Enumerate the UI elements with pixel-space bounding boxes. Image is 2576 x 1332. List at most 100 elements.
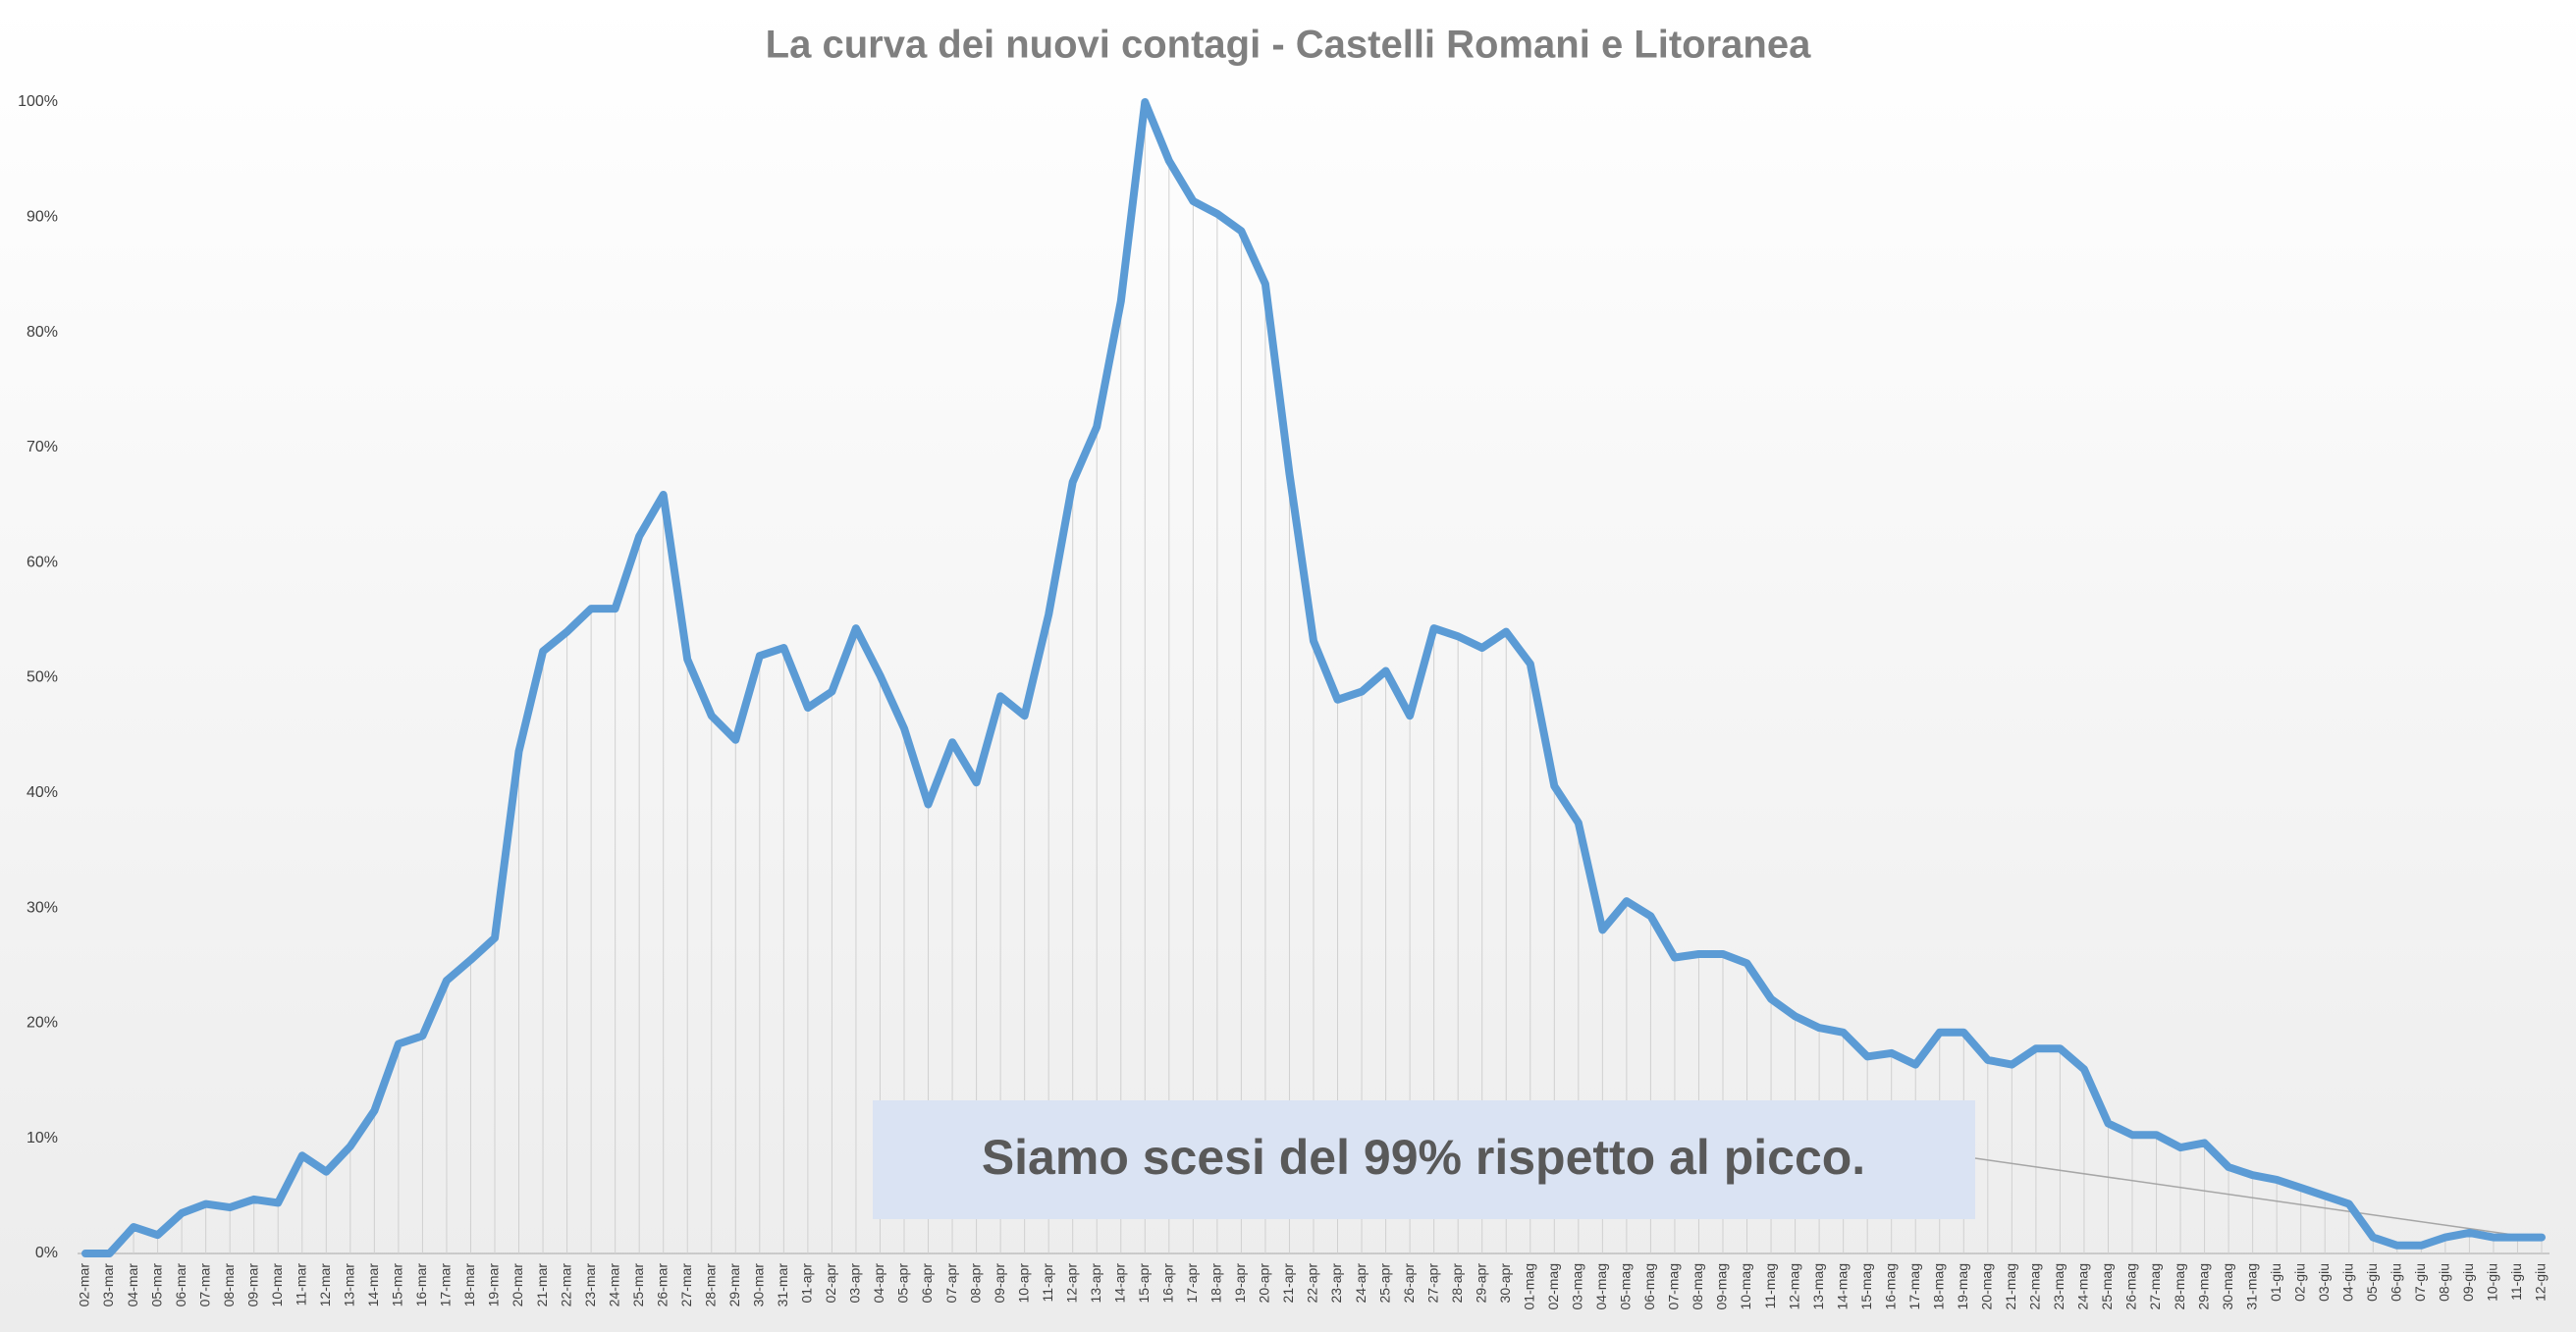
x-tick-label: 24-mar — [606, 1263, 621, 1307]
x-tick-label: 02-apr — [823, 1263, 838, 1304]
x-tick-label: 24-mag — [2075, 1263, 2091, 1309]
x-tick-label: 05-mag — [1618, 1263, 1634, 1309]
x-tick-label: 07-apr — [943, 1263, 959, 1304]
x-tick-label: 27-mag — [2147, 1263, 2163, 1309]
x-tick-label: 27-apr — [1424, 1263, 1440, 1304]
x-tick-label: 02-mar — [77, 1263, 92, 1307]
x-tick-label: 18-apr — [1208, 1263, 1224, 1304]
x-tick-label: 04-apr — [871, 1263, 886, 1304]
x-tick-label: 16-mag — [1882, 1263, 1898, 1309]
x-tick-label: 06-mag — [1641, 1263, 1657, 1309]
x-tick-label: 22-apr — [1305, 1263, 1320, 1304]
x-tick-label: 27-mar — [678, 1263, 694, 1307]
x-tick-label: 05-giu — [2364, 1263, 2380, 1302]
x-tick-label: 11-apr — [1040, 1263, 1055, 1303]
x-tick-label: 01-giu — [2268, 1263, 2283, 1302]
x-tick-label: 29-mag — [2195, 1263, 2211, 1309]
x-tick-label: 14-mag — [1834, 1263, 1850, 1309]
x-tick-label: 04-mar — [125, 1263, 140, 1307]
x-tick-label: 02-giu — [2291, 1263, 2307, 1302]
x-tick-label: 07-mar — [196, 1263, 212, 1307]
y-tick-label: 50% — [27, 669, 58, 686]
x-tick-label: 08-apr — [967, 1263, 983, 1304]
x-tick-label: 24-apr — [1353, 1263, 1368, 1304]
annotation-box — [873, 1100, 1975, 1219]
x-tick-label: 03-apr — [847, 1263, 863, 1304]
x-tick-label: 28-mar — [702, 1263, 718, 1307]
x-tick-label: 17-mag — [1906, 1263, 1922, 1309]
x-tick-label: 17-mar — [438, 1263, 454, 1307]
x-tick-label: 20-mar — [510, 1263, 525, 1307]
x-tick-label: 10-mar — [269, 1263, 285, 1307]
x-tick-label: 05-apr — [895, 1263, 911, 1304]
x-tick-label: 05-mar — [148, 1263, 164, 1307]
x-tick-label: 26-mar — [654, 1263, 670, 1307]
x-tick-label: 14-mar — [365, 1263, 381, 1307]
x-tick-label: 22-mag — [2027, 1263, 2043, 1309]
x-tick-label: 29-apr — [1473, 1263, 1488, 1304]
x-tick-label: 08-mag — [1690, 1263, 1705, 1309]
y-tick-label: 100% — [18, 93, 58, 110]
x-tick-label: 31-mar — [775, 1263, 790, 1307]
x-tick-label: 04-giu — [2339, 1263, 2355, 1302]
x-tick-label: 19-apr — [1232, 1263, 1248, 1304]
x-tick-label: 18-mar — [461, 1263, 477, 1307]
x-tick-label: 03-mar — [100, 1263, 116, 1307]
x-tick-label: 30-mag — [2220, 1263, 2235, 1309]
x-tick-label: 06-apr — [919, 1263, 935, 1304]
x-tick-label: 23-apr — [1328, 1263, 1344, 1304]
x-tick-label: 26-apr — [1401, 1263, 1417, 1304]
x-tick-label: 28-mag — [2172, 1263, 2187, 1309]
x-tick-label: 02-mag — [1545, 1263, 1561, 1309]
x-tick-label: 20-apr — [1257, 1263, 1272, 1304]
chart-title: La curva dei nuovi contagi - Castelli Ro… — [766, 24, 1811, 67]
x-tick-label: 06-giu — [2388, 1263, 2404, 1302]
x-tick-label: 20-mag — [1979, 1263, 1995, 1309]
x-tick-label: 28-apr — [1449, 1263, 1465, 1304]
x-tick-label: 15-apr — [1136, 1263, 1152, 1304]
annotation-arrow — [1974, 1157, 2514, 1236]
x-tick-label: 19-mag — [1955, 1263, 1970, 1309]
x-tick-label: 21-mag — [2003, 1263, 2018, 1309]
x-tick-label: 03-giu — [2316, 1263, 2332, 1302]
x-tick-label: 25-mar — [630, 1263, 646, 1307]
x-tick-label: 12-mag — [1786, 1263, 1801, 1309]
x-tick-label: 09-mar — [244, 1263, 260, 1307]
x-tick-label: 07-giu — [2412, 1263, 2428, 1302]
x-tick-label: 09-apr — [992, 1263, 1007, 1304]
x-tick-label: 15-mag — [1858, 1263, 1874, 1309]
x-tick-label: 09-giu — [2460, 1263, 2476, 1302]
x-tick-label: 21-apr — [1280, 1263, 1296, 1304]
x-tick-label: 08-mar — [221, 1263, 237, 1307]
data-line — [81, 98, 2546, 1257]
x-tick-label: 10-giu — [2485, 1263, 2500, 1302]
x-tick-label: 12-mar — [317, 1263, 333, 1307]
x-tick-label: 01-mag — [1521, 1263, 1536, 1309]
y-tick-label: 80% — [27, 324, 58, 341]
x-tick-label: 12-apr — [1063, 1263, 1079, 1304]
x-tick-label: 26-mag — [2123, 1263, 2139, 1309]
x-tick-label: 11-giu — [2508, 1263, 2524, 1301]
y-tick-label: 30% — [27, 899, 58, 916]
x-tick-label: 30-mar — [751, 1263, 767, 1307]
y-tick-label: 20% — [27, 1015, 58, 1032]
y-tick-label: 0% — [35, 1245, 58, 1261]
y-tick-label: 90% — [27, 209, 58, 226]
x-tick-label: 10-apr — [1015, 1263, 1031, 1304]
x-tick-label: 19-mar — [486, 1263, 502, 1307]
x-tick-label: 13-mar — [342, 1263, 357, 1307]
x-tick-label: 08-giu — [2437, 1263, 2452, 1302]
x-tick-label: 11-mag — [1762, 1263, 1778, 1308]
x-tick-label: 03-mag — [1570, 1263, 1585, 1309]
annotation: Siamo scesi del 99% rispetto al picco. — [982, 1130, 1865, 1185]
x-tick-label: 15-mar — [390, 1263, 405, 1307]
x-tick-label: 04-mag — [1593, 1263, 1609, 1309]
x-tick-label: 13-apr — [1088, 1263, 1103, 1304]
x-tick-label: 09-mag — [1714, 1263, 1730, 1309]
x-tick-label: 25-apr — [1376, 1263, 1392, 1304]
x-tick-label: 11-mar — [293, 1263, 308, 1306]
x-tick-label: 18-mag — [1930, 1263, 1946, 1309]
x-tick-label: 12-giu — [2533, 1263, 2549, 1302]
